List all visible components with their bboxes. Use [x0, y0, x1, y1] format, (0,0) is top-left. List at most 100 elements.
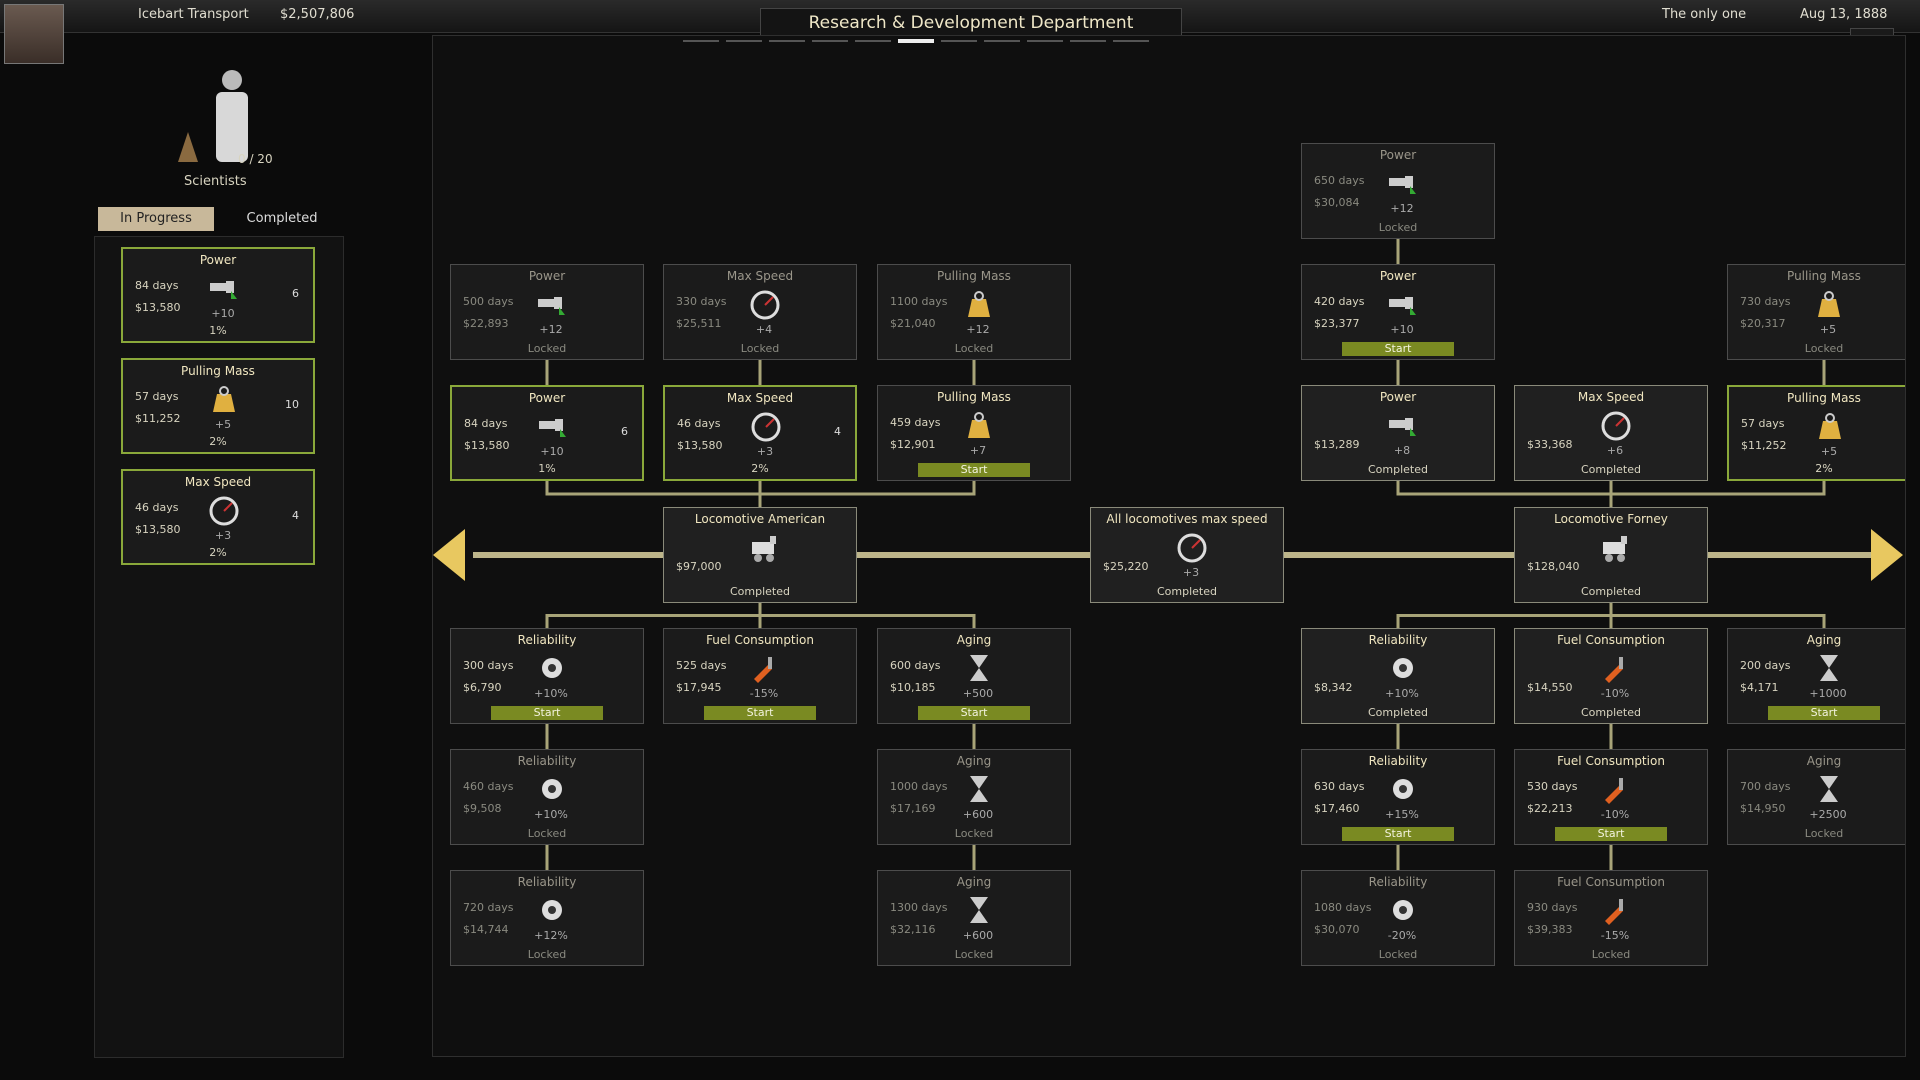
research-node[interactable]: Aging 1000 days $17,169 +600 Locked	[877, 749, 1071, 845]
node-title: Power	[1379, 390, 1417, 404]
status: Completed	[1581, 706, 1641, 719]
research-icon	[538, 297, 565, 315]
research-node[interactable]: Fuel Consumption 930 days $39,383 -15% Locke…	[1514, 870, 1708, 966]
cost: $39,383	[1527, 923, 1573, 936]
status[interactable]: Start	[918, 706, 1030, 720]
research-node[interactable]: Pulling Mass 1100 days $21,040 +12 Locked	[877, 264, 1071, 360]
research-node[interactable]: Locomotive Forney $128,040 Completed	[1514, 507, 1708, 603]
page-dot[interactable]	[812, 40, 848, 42]
research-node[interactable]: All locomotives max speed $25,220 +3 Comple…	[1090, 507, 1284, 603]
status[interactable]: Start	[1342, 827, 1454, 841]
research-node[interactable]: Reliability 300 days $6,790 +10% Start	[450, 628, 644, 724]
days: 57 days	[1741, 417, 1785, 430]
page-dot[interactable]	[683, 40, 719, 42]
research-node[interactable]: Fuel Consumption $14,550 -10% Completed	[1514, 628, 1708, 724]
research-node[interactable]: Fuel Consumption 525 days $17,945 -15% Start	[663, 628, 857, 724]
status: Completed	[1368, 463, 1428, 476]
research-node[interactable]: Max Speed $33,368 +6 Completed	[1514, 385, 1708, 481]
status[interactable]: Start	[1768, 706, 1880, 720]
scroll-left[interactable]	[433, 529, 465, 581]
research-node[interactable]: Reliability 460 days $9,508 +10% Locked	[450, 749, 644, 845]
node-title: Power	[528, 391, 566, 405]
days: 459 days	[890, 416, 941, 429]
page-dot[interactable]	[984, 40, 1020, 42]
node-title: Reliability	[1368, 633, 1428, 647]
page-dot[interactable]	[855, 40, 891, 42]
bonus: +500	[962, 687, 994, 700]
research-icon	[542, 779, 562, 799]
research-node[interactable]: Pulling Mass 459 days $12,901 +7 Start	[877, 385, 1071, 481]
research-node[interactable]: Reliability 1080 days $30,070 -20% Locked	[1301, 870, 1495, 966]
status[interactable]: Start	[1342, 342, 1454, 356]
research-icon	[1389, 176, 1416, 194]
research-icon	[1393, 900, 1413, 920]
research-node[interactable]: Aging 200 days $4,171 +1000 Start	[1727, 628, 1905, 724]
research-node[interactable]: Max Speed 330 days $25,511 +4 Locked	[663, 264, 857, 360]
research-icon	[539, 419, 566, 437]
research-node[interactable]: Reliability 720 days $14,744 +12% Locked	[450, 870, 644, 966]
status: 2%	[1815, 462, 1833, 475]
days: 420 days	[1314, 295, 1365, 308]
research-node[interactable]: Aging 1300 days $32,116 +600 Locked	[877, 870, 1071, 966]
progress: 1%	[209, 324, 227, 337]
tab[interactable]: Completed	[246, 211, 318, 226]
cost: $10,185	[890, 681, 936, 694]
research-node[interactable]: Pulling Mass 730 days $20,317 +5 Locked	[1727, 264, 1905, 360]
page-dot[interactable]	[1027, 40, 1063, 42]
page-dot[interactable]	[941, 40, 977, 42]
research-node[interactable]: Power $13,289 +8 Completed	[1301, 385, 1495, 481]
research-node[interactable]: Reliability 630 days $17,460 +15% Start	[1301, 749, 1495, 845]
research-icon	[1605, 778, 1623, 804]
research-icon	[542, 658, 562, 678]
cost: $33,368	[1527, 438, 1573, 451]
cost: $8,342	[1314, 681, 1353, 694]
research-node[interactable]: Fuel Consumption 530 days $22,213 -10% Start	[1514, 749, 1708, 845]
node-title: Max Speed	[726, 391, 794, 405]
research-node[interactable]: Pulling Mass 57 days $11,252 +5 2%	[1727, 385, 1905, 481]
cost: $13,580	[677, 439, 723, 452]
page-dot[interactable]	[769, 40, 805, 42]
page-dot[interactable]	[1113, 40, 1149, 42]
status: Completed	[1581, 463, 1641, 476]
research-node[interactable]: Aging 600 days $10,185 +500 Start	[877, 628, 1071, 724]
status[interactable]: Start	[1555, 827, 1667, 841]
research-node[interactable]: Power 84 days $13,580 +10 6 1%	[450, 385, 644, 481]
connector	[1396, 603, 1613, 628]
days: 525 days	[676, 659, 727, 672]
research-icon	[1818, 291, 1840, 317]
cost: $9,508	[463, 802, 502, 815]
research-node[interactable]: Max Speed 46 days $13,580 +3 4 2%	[663, 385, 857, 481]
node-title: Max Speed	[726, 269, 794, 283]
research-node[interactable]: Power 420 days $23,377 +10 Start	[1301, 264, 1495, 360]
cost: $17,460	[1314, 802, 1360, 815]
status: Locked	[1591, 948, 1631, 961]
research-icon	[1820, 776, 1838, 802]
days: 500 days	[463, 295, 514, 308]
bonus: +5	[214, 418, 232, 431]
research-node[interactable]: Power 500 days $22,893 +12 Locked	[450, 264, 644, 360]
research-node[interactable]: Aging 700 days $14,950 +2500 Locked	[1727, 749, 1905, 845]
bonus: +10%	[534, 687, 568, 700]
bonus: -15%	[1600, 929, 1630, 942]
status: Locked	[740, 342, 780, 355]
card-title: Pulling Mass	[181, 364, 255, 378]
status[interactable]: Start	[491, 706, 603, 720]
status[interactable]: Start	[918, 463, 1030, 477]
page-dot[interactable]	[726, 40, 762, 42]
tab[interactable]: In Progress	[98, 207, 214, 231]
page-dot[interactable]	[1070, 40, 1106, 42]
scroll-right[interactable]	[1871, 529, 1903, 581]
bonus: +10	[211, 307, 235, 320]
research-node[interactable]: Power 650 days $30,084 +12 Locked	[1301, 143, 1495, 239]
research-node[interactable]: Reliability $8,342 +10% Completed	[1301, 628, 1495, 724]
cost: $14,744	[463, 923, 509, 936]
research-node[interactable]: Locomotive American $97,000 Completed	[663, 507, 857, 603]
research-icon	[1601, 411, 1631, 441]
bonus: +600	[962, 808, 994, 821]
status[interactable]: Start	[704, 706, 816, 720]
bonus: +12	[539, 323, 563, 336]
avatar[interactable]	[4, 4, 64, 64]
node-title: Reliability	[517, 633, 577, 647]
page-dot[interactable]	[898, 39, 934, 43]
research-icon	[1820, 655, 1838, 681]
